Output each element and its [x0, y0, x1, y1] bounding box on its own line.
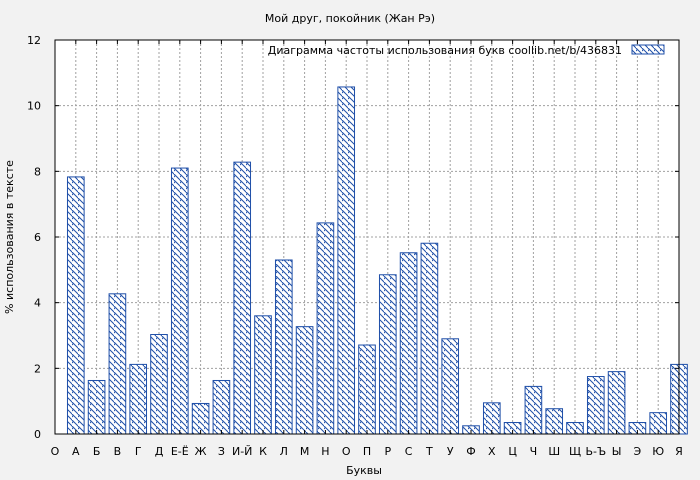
bar-У: [441, 338, 460, 435]
bar-Ь-Ъ: [586, 376, 605, 435]
bar-В: [108, 293, 127, 435]
bar-Г: [129, 363, 148, 435]
bar-О: [337, 86, 356, 435]
bar-С: [399, 252, 418, 435]
x-tick-label: Ж: [195, 445, 207, 458]
y-ticks: 0 2 4 6 8 10 12: [27, 34, 679, 441]
x-tick-label: З: [218, 445, 225, 458]
x-tick-label: О: [51, 445, 60, 458]
y-tick-label: 6: [34, 231, 41, 244]
bar-Т: [420, 242, 439, 435]
x-tick-label: Т: [425, 445, 433, 458]
bar-П: [358, 344, 376, 435]
x-tick-label: Ш: [548, 445, 560, 458]
bars: [66, 86, 688, 435]
x-tick-label: Ю: [652, 445, 664, 458]
bar-Р: [378, 274, 397, 435]
x-tick-label: Ь-Ъ: [585, 445, 606, 458]
bar-Н: [316, 222, 335, 435]
bar-Б: [87, 379, 106, 435]
y-tick-label: 4: [34, 297, 41, 310]
x-tick-label: У: [447, 445, 454, 458]
x-tick-label: А: [72, 445, 80, 458]
x-tick-label: Л: [280, 445, 288, 458]
legend-swatch: [631, 44, 665, 55]
bar-Л: [274, 259, 293, 435]
bar-К: [254, 315, 272, 435]
x-tick-label: М: [300, 445, 310, 458]
x-tick-label: К: [259, 445, 267, 458]
x-tick-label: Е-Ё: [171, 445, 189, 458]
x-tick-label: Р: [384, 445, 391, 458]
x-tick-label: Я: [675, 445, 683, 458]
x-tick-label: Щ: [569, 445, 581, 458]
x-tick-label: И-Й: [232, 445, 252, 458]
legend: Диаграмма частоты использования букв coo…: [268, 44, 665, 57]
bar-Х: [482, 402, 501, 435]
legend-label: Диаграмма частоты использования букв coo…: [268, 44, 622, 57]
x-tick-label: Ф: [466, 445, 475, 458]
y-tick-label: 0: [34, 428, 41, 441]
bar-И-Й: [233, 161, 252, 435]
bar-Ы: [607, 371, 626, 435]
x-tick-label: Б: [93, 445, 101, 458]
x-tick-label: Э: [634, 445, 642, 458]
x-tick-label: О: [342, 445, 351, 458]
x-ticks: О А Б В Г Д Е-Ё Ж З И-Й К Л М Н О П Р С Т У Ф Х Ц Ч Ш Щ Ь-Ъ Ы Э Ю Я: [51, 40, 683, 458]
x-tick-label: Н: [321, 445, 329, 458]
y-tick-label: 10: [27, 100, 41, 113]
x-tick-label: Ы: [612, 445, 622, 458]
bar-М: [295, 326, 314, 435]
bar-Ж: [191, 402, 210, 435]
chart-title: Мой друг, покойник (Жан Рэ): [265, 12, 435, 25]
bar-Е-Ё: [170, 167, 189, 435]
bar-А: [66, 176, 85, 435]
x-tick-label: В: [114, 445, 122, 458]
x-axis-label: Буквы: [346, 464, 382, 477]
x-tick-label: Ц: [508, 445, 517, 458]
x-tick-label: П: [363, 445, 371, 458]
x-tick-label: Х: [488, 445, 496, 458]
y-axis-label: % использования в тексте: [3, 160, 16, 314]
x-tick-label: Д: [155, 445, 164, 458]
bar-Ч: [524, 385, 543, 435]
y-tick-label: 2: [34, 362, 41, 375]
bar-Д: [150, 334, 168, 435]
x-tick-label: Ч: [530, 445, 538, 458]
bar-З: [212, 379, 231, 435]
x-tick-label: Г: [135, 445, 142, 458]
x-tick-label: С: [405, 445, 413, 458]
y-tick-label: 8: [34, 165, 41, 178]
y-tick-label: 12: [27, 34, 41, 47]
